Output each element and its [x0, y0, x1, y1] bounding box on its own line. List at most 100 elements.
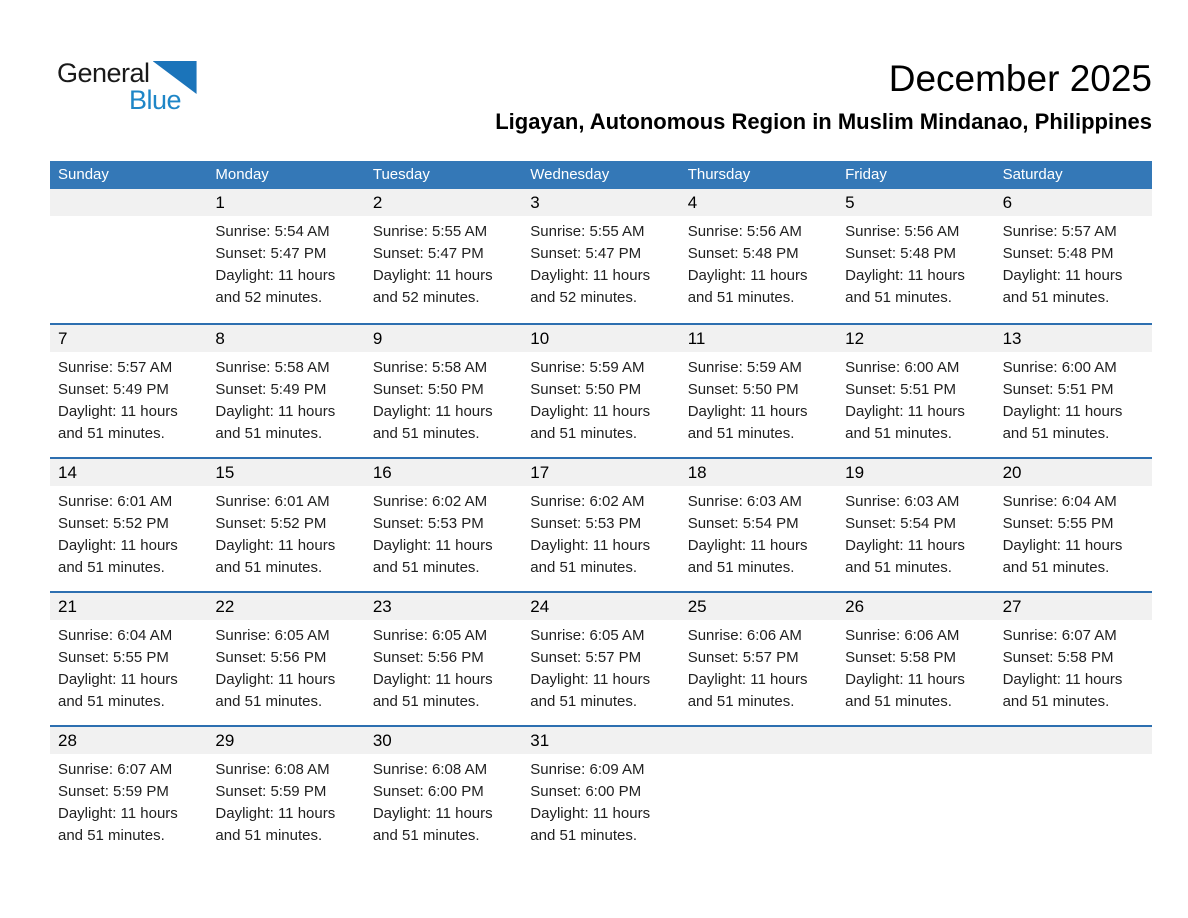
- day-info: Sunrise: 6:02 AM Sunset: 5:53 PM Dayligh…: [365, 486, 522, 579]
- day-number: [50, 189, 208, 216]
- day-info: Sunrise: 6:06 AM Sunset: 5:57 PM Dayligh…: [680, 620, 837, 713]
- daylight-text-line1: Daylight: 11 hours: [530, 671, 651, 688]
- daylight-text-line2: and 51 minutes.: [845, 289, 952, 306]
- sunrise-text: Sunrise: 6:03 AM: [845, 493, 960, 510]
- daylight-text-line1: Daylight: 11 hours: [845, 671, 965, 688]
- sunset-text: Sunset: 5:57 PM: [687, 649, 799, 666]
- daylight-text-line1: Daylight: 11 hours: [530, 403, 651, 420]
- day-cell: 12 Sunrise: 6:00 AM Sunset: 5:51 PM Dayl…: [837, 325, 995, 457]
- day-info: Sunrise: 5:57 AM Sunset: 5:49 PM Dayligh…: [50, 352, 207, 445]
- daylight-text-line2: and 51 minutes.: [687, 425, 795, 442]
- day-info: Sunrise: 5:59 AM Sunset: 5:50 PM Dayligh…: [522, 352, 679, 445]
- masthead-titles: December 2025 Ligayan, Autonomous Region…: [495, 58, 1152, 135]
- day-info: [837, 754, 994, 759]
- daylight-text-line1: Daylight: 11 hours: [1002, 403, 1123, 420]
- sunrise-text: Sunrise: 6:07 AM: [1002, 627, 1117, 644]
- day-number: 14: [50, 459, 208, 486]
- day-cell: 19 Sunrise: 6:03 AM Sunset: 5:54 PM Dayl…: [837, 459, 995, 591]
- day-cell: 22 Sunrise: 6:05 AM Sunset: 5:56 PM Dayl…: [207, 593, 365, 725]
- daylight-text-line2: and 51 minutes.: [687, 289, 795, 306]
- day-info: Sunrise: 6:00 AM Sunset: 5:51 PM Dayligh…: [995, 352, 1152, 445]
- day-cell: 8 Sunrise: 5:58 AM Sunset: 5:49 PM Dayli…: [207, 325, 365, 457]
- day-cell: 20 Sunrise: 6:04 AM Sunset: 5:55 PM Dayl…: [994, 459, 1152, 591]
- sunrise-text: Sunrise: 6:05 AM: [372, 627, 488, 644]
- day-info: Sunrise: 6:02 AM Sunset: 5:53 PM Dayligh…: [522, 486, 679, 579]
- sunset-text: Sunset: 6:00 PM: [372, 783, 484, 800]
- sunrise-text: Sunrise: 5:56 AM: [687, 223, 802, 240]
- day-cell: 27 Sunrise: 6:07 AM Sunset: 5:58 PM Dayl…: [994, 593, 1152, 725]
- day-cell: 31 Sunrise: 6:09 AM Sunset: 6:00 PM Dayl…: [522, 727, 680, 859]
- day-info: Sunrise: 6:05 AM Sunset: 5:56 PM Dayligh…: [365, 620, 522, 713]
- page-subtitle: Ligayan, Autonomous Region in Muslim Min…: [495, 109, 1152, 134]
- day-cell: 30 Sunrise: 6:08 AM Sunset: 6:00 PM Dayl…: [364, 727, 523, 859]
- sunrise-text: Sunrise: 5:58 AM: [215, 359, 330, 376]
- day-number: 3: [522, 189, 680, 216]
- day-info: Sunrise: 6:03 AM Sunset: 5:54 PM Dayligh…: [680, 486, 837, 579]
- daylight-text-line1: Daylight: 11 hours: [1002, 537, 1123, 554]
- sunset-text: Sunset: 5:52 PM: [215, 515, 327, 532]
- sunrise-text: Sunrise: 5:57 AM: [58, 359, 173, 376]
- day-info: Sunrise: 6:03 AM Sunset: 5:54 PM Dayligh…: [837, 486, 994, 579]
- day-number: 10: [522, 325, 680, 352]
- day-info: Sunrise: 5:55 AM Sunset: 5:47 PM Dayligh…: [365, 216, 522, 309]
- sunset-text: Sunset: 5:52 PM: [58, 515, 169, 532]
- day-number: 12: [837, 325, 995, 352]
- sunrise-text: Sunrise: 6:04 AM: [1002, 493, 1117, 510]
- daylight-text-line1: Daylight: 11 hours: [845, 537, 965, 554]
- sunrise-text: Sunrise: 6:08 AM: [372, 761, 488, 778]
- daylight-text-line1: Daylight: 11 hours: [372, 805, 493, 822]
- day-cell: [679, 727, 838, 859]
- day-info: Sunrise: 5:58 AM Sunset: 5:49 PM Dayligh…: [207, 352, 364, 445]
- sunset-text: Sunset: 5:47 PM: [215, 245, 327, 262]
- day-number: 2: [364, 189, 523, 216]
- day-info: Sunrise: 6:08 AM Sunset: 6:00 PM Dayligh…: [365, 754, 522, 847]
- sunset-text: Sunset: 5:48 PM: [687, 245, 799, 262]
- week-row-1: 1 Sunrise: 5:54 AM Sunset: 5:47 PM Dayli…: [50, 189, 1152, 323]
- sunrise-text: Sunrise: 5:59 AM: [687, 359, 802, 376]
- daylight-text-line1: Daylight: 11 hours: [215, 537, 336, 554]
- daylight-text-line1: Daylight: 11 hours: [215, 403, 336, 420]
- daylight-text-line1: Daylight: 11 hours: [58, 537, 178, 554]
- day-number: 7: [50, 325, 208, 352]
- sunrise-text: Sunrise: 6:01 AM: [58, 493, 173, 510]
- day-number: 1: [207, 189, 365, 216]
- week-row-3: 14 Sunrise: 6:01 AM Sunset: 5:52 PM Dayl…: [50, 457, 1152, 591]
- daylight-text-line2: and 51 minutes.: [530, 827, 638, 844]
- sunrise-text: Sunrise: 6:06 AM: [687, 627, 802, 644]
- week-row-4: 21 Sunrise: 6:04 AM Sunset: 5:55 PM Dayl…: [50, 591, 1152, 725]
- day-info: Sunrise: 6:07 AM Sunset: 5:58 PM Dayligh…: [995, 620, 1152, 713]
- daylight-text-line1: Daylight: 11 hours: [1002, 267, 1123, 284]
- day-cell: 9 Sunrise: 5:58 AM Sunset: 5:50 PM Dayli…: [364, 325, 523, 457]
- day-number: 31: [522, 727, 680, 754]
- daylight-text-line2: and 51 minutes.: [372, 559, 480, 576]
- sunrise-text: Sunrise: 5:58 AM: [372, 359, 488, 376]
- day-info: Sunrise: 6:09 AM Sunset: 6:00 PM Dayligh…: [522, 754, 679, 847]
- sunset-text: Sunset: 5:54 PM: [845, 515, 957, 532]
- sunrise-text: Sunrise: 5:55 AM: [530, 223, 645, 240]
- daylight-text-line1: Daylight: 11 hours: [372, 267, 493, 284]
- calendar-grid: Sunday Monday Tuesday Wednesday Thursday…: [50, 161, 1152, 859]
- daylight-text-line2: and 51 minutes.: [530, 559, 638, 576]
- sunrise-text: Sunrise: 6:02 AM: [530, 493, 645, 510]
- day-cell: [994, 727, 1152, 859]
- day-cell: 13 Sunrise: 6:00 AM Sunset: 5:51 PM Dayl…: [994, 325, 1152, 457]
- day-number: 17: [522, 459, 680, 486]
- daylight-text-line1: Daylight: 11 hours: [372, 671, 493, 688]
- daylight-text-line1: Daylight: 11 hours: [58, 805, 178, 822]
- sunrise-text: Sunrise: 6:04 AM: [58, 627, 173, 644]
- day-info: Sunrise: 6:05 AM Sunset: 5:57 PM Dayligh…: [522, 620, 679, 713]
- daylight-text-line1: Daylight: 11 hours: [372, 403, 493, 420]
- page-title: December 2025: [888, 58, 1152, 99]
- daylight-text-line2: and 51 minutes.: [215, 559, 323, 576]
- generalblue-logo: General Blue: [57, 60, 197, 114]
- day-number: 28: [50, 727, 208, 754]
- daylight-text-line2: and 51 minutes.: [372, 827, 480, 844]
- sunset-text: Sunset: 5:55 PM: [1002, 515, 1114, 532]
- sunset-text: Sunset: 5:56 PM: [215, 649, 327, 666]
- sunset-text: Sunset: 5:57 PM: [530, 649, 642, 666]
- weekday-header-row: Sunday Monday Tuesday Wednesday Thursday…: [50, 161, 1152, 189]
- day-number: 8: [207, 325, 365, 352]
- sunrise-text: Sunrise: 6:03 AM: [687, 493, 802, 510]
- day-cell: 21 Sunrise: 6:04 AM Sunset: 5:55 PM Dayl…: [50, 593, 208, 725]
- daylight-text-line2: and 51 minutes.: [530, 425, 638, 442]
